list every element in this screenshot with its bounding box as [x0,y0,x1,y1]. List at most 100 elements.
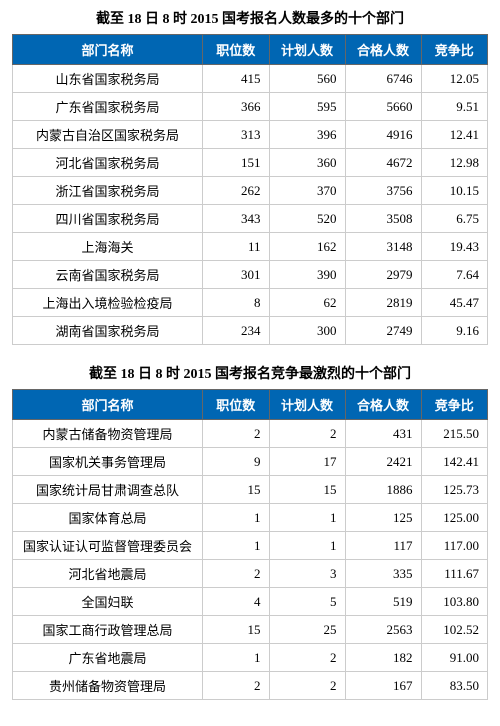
num-cell: 19.43 [421,233,488,261]
dept-cell: 贵州储备物资管理局 [13,672,203,700]
num-cell: 1886 [345,476,421,504]
num-cell: 117.00 [421,532,488,560]
dept-cell: 广东省国家税务局 [13,93,203,121]
table-row: 上海海关11162314819.43 [13,233,488,261]
table2-col-dept: 部门名称 [13,390,203,420]
dept-cell: 山东省国家税务局 [13,65,203,93]
num-cell: 25 [269,616,345,644]
table-row: 国家机关事务管理局9172421142.41 [13,448,488,476]
num-cell: 343 [203,205,270,233]
num-cell: 390 [269,261,345,289]
num-cell: 7.64 [421,261,488,289]
num-cell: 9.16 [421,317,488,345]
table1-header-row: 部门名称 职位数 计划人数 合格人数 竞争比 [13,35,488,65]
num-cell: 4672 [345,149,421,177]
dept-cell: 国家机关事务管理局 [13,448,203,476]
dept-cell: 国家工商行政管理总局 [13,616,203,644]
num-cell: 103.80 [421,588,488,616]
num-cell: 5660 [345,93,421,121]
dept-cell: 内蒙古自治区国家税务局 [13,121,203,149]
num-cell: 2 [203,420,270,448]
num-cell: 360 [269,149,345,177]
table-row: 云南省国家税务局30139029797.64 [13,261,488,289]
table1: 部门名称 职位数 计划人数 合格人数 竞争比 山东省国家税务局415560674… [12,34,488,345]
num-cell: 83.50 [421,672,488,700]
num-cell: 262 [203,177,270,205]
table2-col-planned: 计划人数 [269,390,345,420]
num-cell: 6.75 [421,205,488,233]
dept-cell: 内蒙古储备物资管理局 [13,420,203,448]
num-cell: 12.05 [421,65,488,93]
table-row: 河北省地震局23335111.67 [13,560,488,588]
num-cell: 415 [203,65,270,93]
table-row: 广东省国家税务局36659556609.51 [13,93,488,121]
dept-cell: 上海出入境检验检疫局 [13,289,203,317]
table1-col-planned: 计划人数 [269,35,345,65]
num-cell: 10.15 [421,177,488,205]
num-cell: 125 [345,504,421,532]
table2-container: 截至 18 日 8 时 2015 国考报名竞争最激烈的十个部门 部门名称 职位数… [12,363,488,700]
num-cell: 396 [269,121,345,149]
num-cell: 370 [269,177,345,205]
table2-col-ratio: 竞争比 [421,390,488,420]
num-cell: 151 [203,149,270,177]
num-cell: 1 [203,532,270,560]
num-cell: 2979 [345,261,421,289]
num-cell: 17 [269,448,345,476]
num-cell: 2421 [345,448,421,476]
num-cell: 234 [203,317,270,345]
table-row: 国家统计局甘肃调查总队15151886125.73 [13,476,488,504]
table-row: 国家工商行政管理总局15252563102.52 [13,616,488,644]
num-cell: 5 [269,588,345,616]
dept-cell: 广东省地震局 [13,644,203,672]
num-cell: 62 [269,289,345,317]
num-cell: 2563 [345,616,421,644]
num-cell: 9.51 [421,93,488,121]
dept-cell: 国家统计局甘肃调查总队 [13,476,203,504]
num-cell: 111.67 [421,560,488,588]
num-cell: 4 [203,588,270,616]
num-cell: 3 [269,560,345,588]
dept-cell: 国家认证认可监督管理委员会 [13,532,203,560]
num-cell: 519 [345,588,421,616]
dept-cell: 云南省国家税务局 [13,261,203,289]
table-row: 国家认证认可监督管理委员会11117117.00 [13,532,488,560]
num-cell: 595 [269,93,345,121]
table-row: 贵州储备物资管理局2216783.50 [13,672,488,700]
num-cell: 182 [345,644,421,672]
table2-body: 内蒙古储备物资管理局22431215.50国家机关事务管理局9172421142… [13,420,488,700]
table-row: 上海出入境检验检疫局862281945.47 [13,289,488,317]
table2-header-row: 部门名称 职位数 计划人数 合格人数 竞争比 [13,390,488,420]
num-cell: 6746 [345,65,421,93]
num-cell: 2 [269,420,345,448]
num-cell: 3756 [345,177,421,205]
dept-cell: 河北省国家税务局 [13,149,203,177]
table-row: 广东省地震局1218291.00 [13,644,488,672]
table2: 部门名称 职位数 计划人数 合格人数 竞争比 内蒙古储备物资管理局2243121… [12,389,488,700]
num-cell: 3508 [345,205,421,233]
dept-cell: 全国妇联 [13,588,203,616]
num-cell: 142.41 [421,448,488,476]
table-row: 河北省国家税务局151360467212.98 [13,149,488,177]
num-cell: 2819 [345,289,421,317]
table-row: 内蒙古自治区国家税务局313396491612.41 [13,121,488,149]
num-cell: 8 [203,289,270,317]
num-cell: 45.47 [421,289,488,317]
num-cell: 11 [203,233,270,261]
num-cell: 91.00 [421,644,488,672]
table-row: 山东省国家税务局415560674612.05 [13,65,488,93]
num-cell: 125.00 [421,504,488,532]
dept-cell: 浙江省国家税务局 [13,177,203,205]
num-cell: 3148 [345,233,421,261]
num-cell: 2 [203,560,270,588]
num-cell: 15 [203,476,270,504]
table1-col-ratio: 竞争比 [421,35,488,65]
num-cell: 520 [269,205,345,233]
num-cell: 560 [269,65,345,93]
num-cell: 102.52 [421,616,488,644]
num-cell: 301 [203,261,270,289]
table-row: 浙江省国家税务局262370375610.15 [13,177,488,205]
table2-col-qualified: 合格人数 [345,390,421,420]
table1-col-dept: 部门名称 [13,35,203,65]
table-row: 国家体育总局11125125.00 [13,504,488,532]
